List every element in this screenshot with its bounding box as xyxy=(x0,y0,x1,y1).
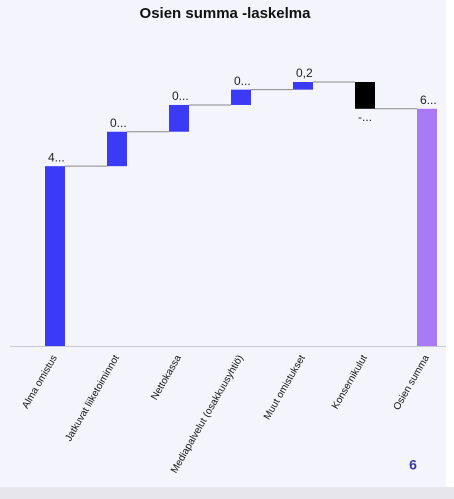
value-label: 0... xyxy=(110,116,127,130)
value-label: 0,2 xyxy=(296,66,313,80)
bar xyxy=(107,131,127,167)
page-number: 6 xyxy=(409,457,417,473)
value-label: 4... xyxy=(48,150,65,164)
bottom-bar xyxy=(0,487,454,499)
chart-title: Osien summa -laskelma xyxy=(140,5,312,22)
value-label: 0... xyxy=(234,74,251,88)
chart-background xyxy=(0,0,446,487)
bar xyxy=(417,108,437,346)
value-label: 0... xyxy=(172,89,189,103)
bar xyxy=(169,104,189,132)
bar xyxy=(293,82,313,90)
value-label: -... xyxy=(358,110,372,124)
bar xyxy=(231,89,251,105)
bar xyxy=(355,82,375,109)
bar xyxy=(45,166,65,346)
value-label: 6... xyxy=(420,93,437,107)
